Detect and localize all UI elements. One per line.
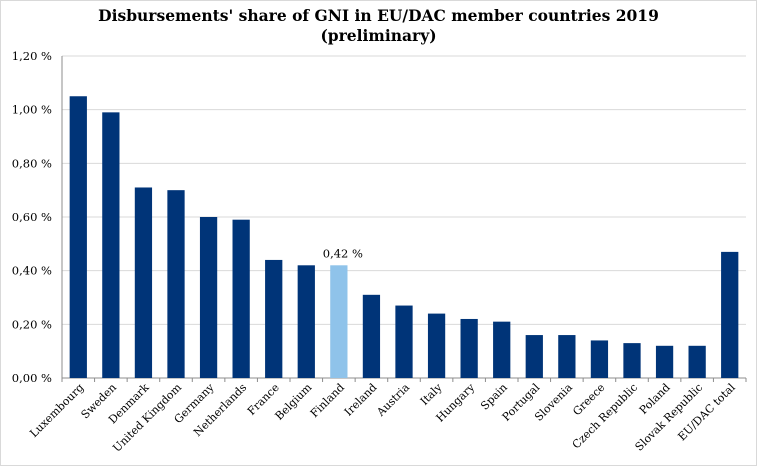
bar (655, 345, 674, 378)
bar (102, 112, 120, 378)
y-tick-label: 0,80 % (12, 156, 52, 170)
bar (362, 294, 381, 378)
bar (167, 190, 185, 378)
bar (688, 345, 706, 378)
bar (427, 313, 446, 378)
bar (590, 340, 609, 378)
x-tick-label: Finland (308, 381, 347, 420)
x-tick-label: Belgium (273, 381, 315, 423)
bar (134, 187, 153, 378)
x-tick-label: Luxembourg (27, 381, 86, 440)
bar (721, 251, 739, 378)
y-tick-label: 0,20 % (12, 317, 52, 331)
y-tick-label: 0,60 % (12, 210, 52, 224)
bar (460, 318, 478, 378)
x-tick-label: Italy (418, 380, 445, 407)
x-tick-label: Austria (374, 381, 413, 420)
data-label: 0,42 % (323, 246, 363, 260)
bar (69, 96, 87, 378)
bar (232, 219, 250, 378)
y-tick-label: 1,00 % (12, 103, 52, 117)
bar (297, 265, 315, 378)
y-tick-label: 0,40 % (12, 264, 52, 278)
bar (330, 265, 348, 378)
y-tick-label: 0,00 % (12, 371, 52, 385)
bar (525, 335, 543, 378)
y-tick-label: 1,20 % (12, 49, 52, 63)
bar (493, 321, 511, 378)
bar (623, 343, 641, 378)
chart-title: Disbursements' share of GNI in EU/DAC me… (0, 6, 757, 46)
x-tick-label: Ireland (342, 381, 380, 419)
chart-title-line-1: Disbursements' share of GNI in EU/DAC me… (98, 6, 659, 25)
bar (265, 259, 283, 378)
x-tick-label: EU/DAC total (675, 381, 738, 444)
bar (558, 335, 576, 378)
bar (395, 305, 413, 378)
chart-title-line-2: (preliminary) (320, 26, 437, 45)
bar (199, 217, 218, 378)
